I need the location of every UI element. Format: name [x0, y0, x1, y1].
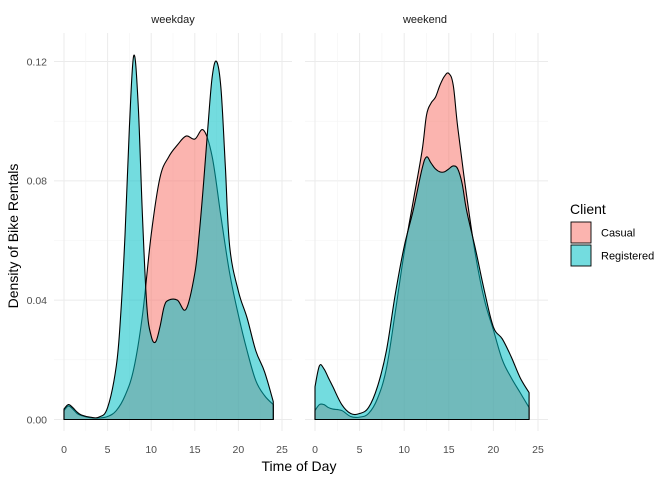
x-tick-label-weekend-0: 0	[312, 444, 318, 456]
density-area-weekend-registered	[314, 156, 530, 421]
x-tick-label-weekday-3: 15	[189, 444, 201, 456]
y-tick-label-3: 0.12	[27, 56, 48, 68]
area-layer	[63, 54, 530, 421]
facet-strip-weekday: weekday	[150, 14, 195, 26]
x-tick-label-weekday-5: 25	[276, 444, 288, 456]
legend-key-casual	[570, 221, 592, 244]
tick-label-layer: 0.00 0.04 0.08 0.12 0 5 10 15 20 25 0 5 10 15 20 25	[27, 56, 544, 456]
y-tick-label-2: 0.08	[27, 176, 48, 188]
x-tick-label-weekday-2: 10	[145, 444, 157, 456]
legend-title: Client	[570, 201, 606, 217]
x-tick-label-weekend-1: 5	[357, 444, 363, 456]
x-tick-label-weekday-0: 0	[61, 444, 67, 456]
density-area-weekday-registered	[63, 54, 274, 421]
x-tick-label-weekend-4: 20	[488, 444, 500, 456]
y-axis-title: Density of Bike Rentals	[5, 164, 21, 309]
x-axis-title: Time of Day	[262, 458, 337, 474]
legend-label-registered: Registered	[601, 251, 654, 263]
facet-strip-weekend: weekend	[402, 14, 447, 26]
legend-key-registered	[570, 244, 592, 267]
x-tick-label-weekday-4: 20	[233, 444, 245, 456]
x-tick-label-weekend-2: 10	[398, 444, 410, 456]
y-tick-label-0: 0.00	[27, 414, 48, 426]
legend-label-casual: Casual	[601, 228, 635, 240]
x-tick-label-weekend-3: 15	[443, 444, 455, 456]
x-tick-label-weekday-1: 5	[105, 444, 111, 456]
y-tick-label-1: 0.04	[27, 295, 48, 307]
legend: Client Casual Registered	[570, 201, 654, 267]
x-tick-label-weekend-5: 25	[532, 444, 544, 456]
